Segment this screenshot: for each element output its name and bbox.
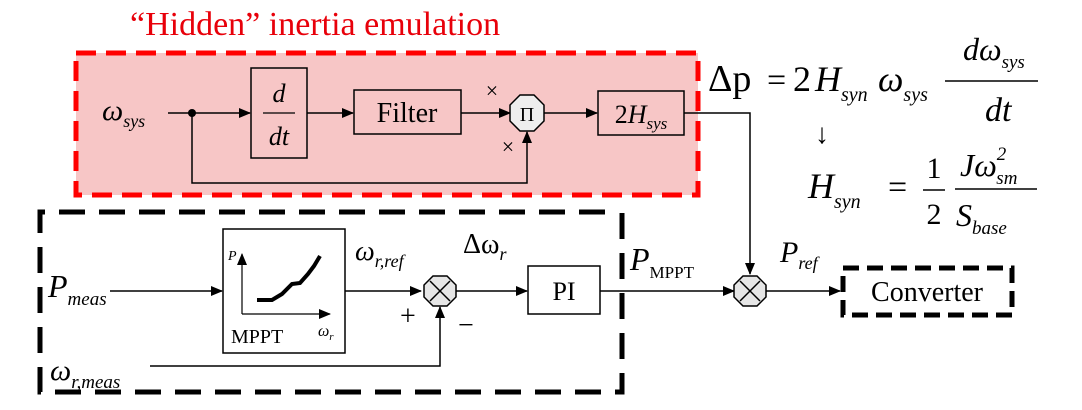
svg-text:Δp: Δp bbox=[708, 58, 751, 100]
converter-label: Converter bbox=[871, 277, 984, 308]
delta-omega-label: Δωr bbox=[463, 229, 507, 264]
omega-meas-feedback-path bbox=[150, 306, 445, 367]
inertia-equation: Δp = 2 Hsyn ωsys dωsys dt bbox=[708, 31, 1038, 129]
eq2-numerator: Jω2 sm bbox=[960, 144, 1017, 189]
eq1-fraction-denominator: dt bbox=[985, 92, 1013, 129]
diagram-title: “Hidden” inertia emulation bbox=[130, 6, 500, 43]
filter-label: Filter bbox=[377, 98, 438, 129]
mppt-axis-x-label: ωr bbox=[318, 323, 334, 343]
omega-ref-label: ωr,ref bbox=[355, 236, 407, 271]
eq2-half-numerator: 1 bbox=[927, 152, 942, 185]
eq2-equals: = bbox=[888, 169, 907, 206]
multiplier-sign-top: × bbox=[486, 78, 498, 103]
derivation-arrow: ↓ bbox=[815, 119, 829, 150]
mppt-curve bbox=[257, 254, 322, 302]
mppt-control-region bbox=[37, 209, 625, 395]
minus-sign: − bbox=[458, 310, 474, 341]
filter-block bbox=[353, 89, 462, 135]
multiplier-sign-bottom: × bbox=[502, 134, 514, 159]
p-mppt-label: PMPPT bbox=[629, 241, 695, 282]
eq2-lhs: Hsyn bbox=[807, 166, 861, 213]
p-meas-label: Pmeas bbox=[47, 268, 107, 310]
derivative-numerator: d bbox=[273, 79, 287, 108]
gain-label: 2Hsys bbox=[615, 100, 668, 133]
mppt-axis-y-label: P bbox=[227, 249, 237, 264]
synthetic-inertia-equation: Hsyn = 1 2 Jω2 sm Sbase bbox=[807, 144, 1037, 239]
omega-sys-input-label: ωsys bbox=[102, 94, 145, 131]
power-reference-summing-junction bbox=[733, 275, 767, 307]
eq1-omega: ωsys bbox=[878, 59, 928, 106]
eq1-lhs: Δp bbox=[708, 58, 751, 100]
omega-feedback-path bbox=[191, 113, 532, 184]
eq1-h: Hsyn bbox=[814, 59, 868, 106]
eq2-half-denominator: 2 bbox=[927, 198, 942, 231]
omega-meas-label: ωr,meas bbox=[50, 354, 120, 393]
pi-controller-block bbox=[527, 265, 601, 315]
hidden-inertia-region bbox=[73, 50, 701, 198]
multiplier-block bbox=[509, 94, 545, 132]
eq1-equals: = bbox=[767, 62, 786, 99]
eq1-fraction-numerator: dωsys bbox=[963, 31, 1025, 73]
converter-block bbox=[840, 265, 1015, 318]
multiplier-symbol: Π bbox=[520, 104, 534, 126]
eq2-denominator: Sbase bbox=[956, 197, 1007, 239]
pi-label: PI bbox=[552, 277, 575, 306]
derivative-denominator: dt bbox=[269, 122, 290, 151]
p-ref-label: Pref bbox=[779, 236, 821, 273]
delta-p-path bbox=[684, 112, 755, 275]
eq1-coef: 2 bbox=[793, 59, 811, 99]
plus-sign: + bbox=[400, 301, 416, 332]
speed-error-summing-junction bbox=[423, 275, 457, 307]
mppt-label: MPPT bbox=[231, 326, 283, 348]
